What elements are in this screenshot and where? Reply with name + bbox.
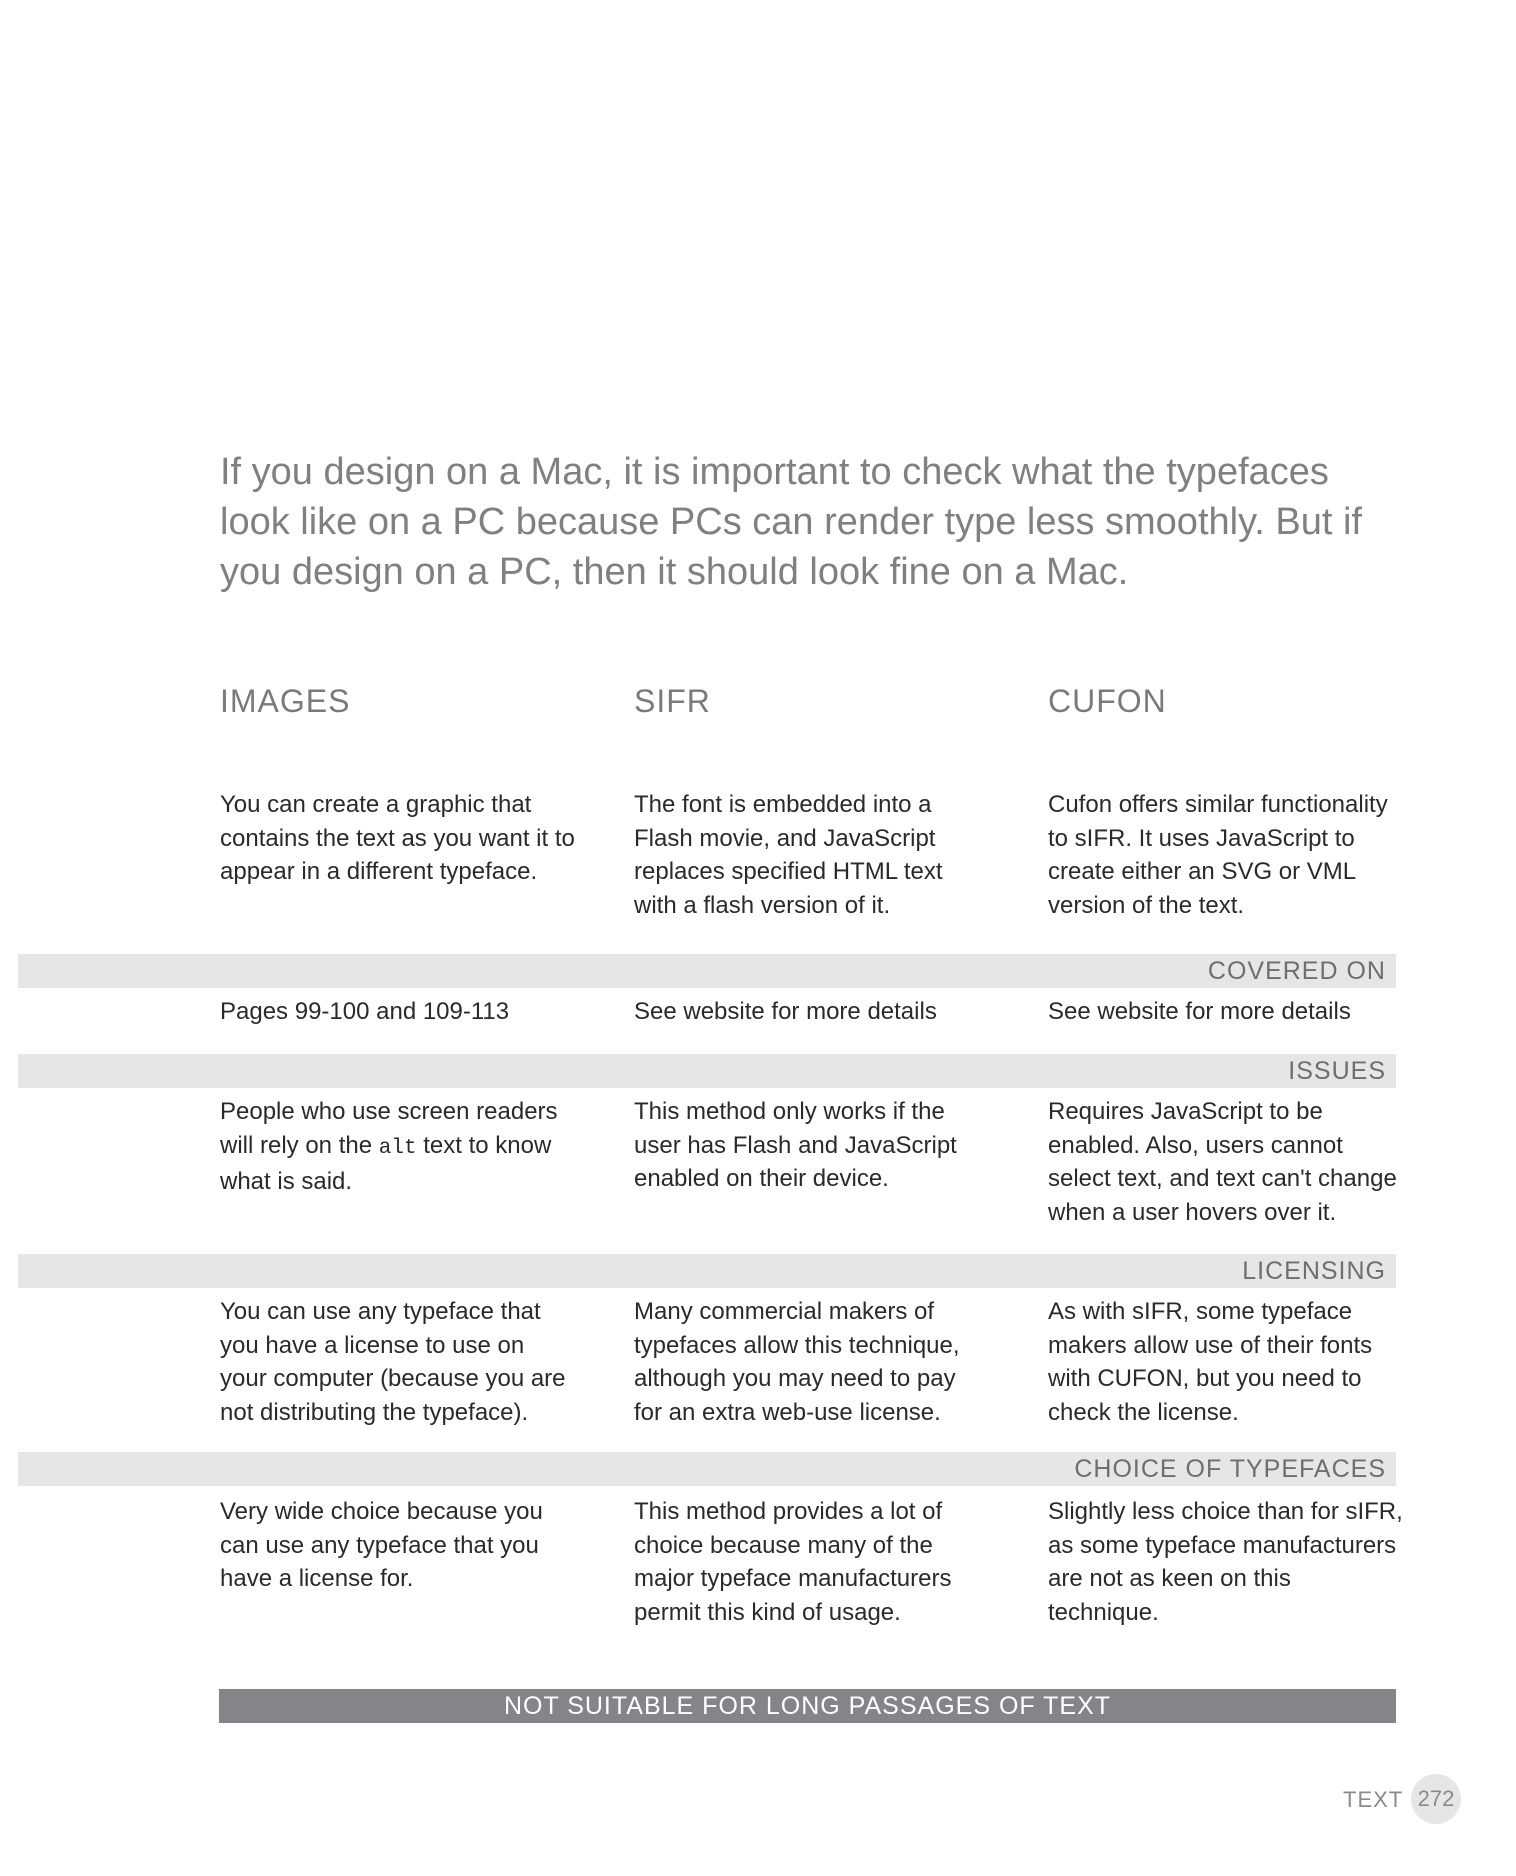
column-heading-sifr: SIFR (634, 683, 711, 719)
intro-paragraph: If you design on a Mac, it is important … (220, 451, 1362, 593)
images-issues-text-2: text to know what is said. (220, 1131, 552, 1196)
images-choice: Very wide choice because you can use any… (220, 1498, 543, 1592)
section-band-choice: CHOICE OF TYPEFACES (18, 1452, 1396, 1486)
section-band-covered-on: COVERED ON (18, 954, 1396, 988)
cufon-licensing: As with sIFR, some typeface makers allow… (1048, 1298, 1373, 1426)
section-band-licensing: LICENSING (18, 1254, 1396, 1288)
sifr-description: The font is embedded into a Flash movie,… (634, 791, 943, 919)
alt-code: alt (378, 1136, 417, 1160)
images-description: You can create a graphic that contains t… (220, 791, 575, 885)
sifr-choice: This method provides a lot of choice bec… (634, 1498, 952, 1626)
section-band-issues: ISSUES (18, 1054, 1396, 1088)
sifr-covered-on: See website for more details (634, 998, 937, 1025)
cufon-description: Cufon offers similar functionality to sI… (1048, 791, 1388, 919)
images-issues-text-1: People who use screen readers will rely … (220, 1098, 558, 1159)
cufon-issues: Requires JavaScript to be enabled. Also,… (1048, 1098, 1397, 1226)
column-heading-images: IMAGES (220, 683, 351, 719)
images-licensing: You can use any typeface that you have a… (220, 1298, 566, 1426)
cufon-covered-on: See website for more details (1048, 998, 1351, 1025)
section-label-covered-on: COVERED ON (1207, 957, 1386, 985)
section-label-issues: ISSUES (1288, 1057, 1386, 1085)
section-label-licensing: LICENSING (1242, 1257, 1386, 1285)
section-name: TEXT (1343, 1787, 1404, 1812)
sifr-licensing: Many commercial makers of typefaces allo… (634, 1298, 960, 1426)
summary-bar: NOT SUITABLE FOR LONG PASSAGES OF TEXT (219, 1689, 1396, 1723)
images-issues: People who use screen readers will rely … (220, 1095, 575, 1199)
section-label-choice: CHOICE OF TYPEFACES (1074, 1455, 1386, 1483)
cufon-choice: Slightly less choice than for sIFR, as s… (1048, 1498, 1403, 1626)
column-heading-cufon: CUFON (1048, 683, 1167, 719)
sifr-issues: This method only works if the user has F… (634, 1098, 957, 1192)
images-covered-on: Pages 99-100 and 109-113 (220, 998, 510, 1025)
page-number: 272 (1411, 1774, 1461, 1824)
